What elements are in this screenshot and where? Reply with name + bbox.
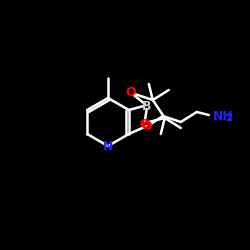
Text: 2: 2 [225,113,232,123]
Text: O: O [140,118,150,130]
Text: NH: NH [213,110,234,122]
Text: O: O [126,86,136,98]
Text: B: B [142,100,152,112]
Text: N: N [103,140,113,152]
Text: O: O [142,120,152,132]
